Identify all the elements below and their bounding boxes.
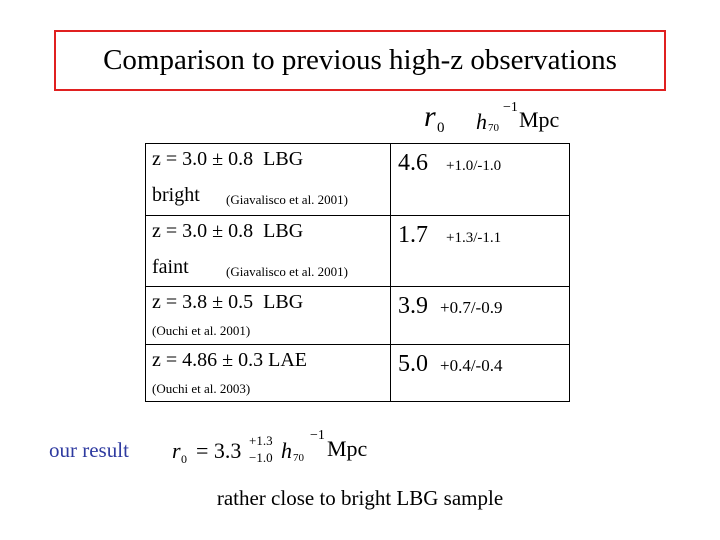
r0-value: 3.9 [398, 293, 428, 319]
cell-divider [390, 144, 391, 215]
reference: (Ouchi et al. 2001) [152, 323, 251, 338]
result-unit: Mpc [327, 436, 368, 461]
result-symbol-sub: 0 [181, 452, 187, 466]
table-row: z = 4.86 ± 0.3 LAE (Ouchi et al. 2003) 5.0… [146, 344, 569, 402]
result-lower: −1.0 [249, 450, 273, 465]
r0-error: +1.0/-1.0 [446, 158, 502, 174]
sample: z = 3.0 ± 0.8 LBG [152, 220, 304, 242]
r0-error: +1.3/-1.1 [446, 230, 502, 246]
r0-error: +0.4/-0.4 [440, 356, 503, 375]
table-row: z = 3.0 ± 0.8 LBG faint (Giavalisco et al.… [146, 215, 569, 287]
r0-value: 5.0 [398, 351, 428, 377]
title: Comparison to previous high-z observatio… [103, 44, 617, 76]
result-equals: = 3.3 [196, 438, 242, 463]
cell-divider [390, 287, 391, 345]
header-h-exp: −1 [503, 100, 518, 115]
result-h: h [281, 438, 292, 463]
conclusion: rather close to bright LBG sample [216, 486, 504, 510]
r0-value: 4.6 [398, 150, 428, 176]
reference: (Giavalisco et al. 2001) [226, 192, 349, 207]
reference: (Giavalisco et al. 2001) [226, 264, 349, 279]
header-unit: Mpc [519, 107, 560, 132]
result-upper: +1.3 [249, 433, 273, 448]
table-row: z = 3.0 ± 0.8 LBG bright (Giavalisco et al… [146, 144, 569, 215]
header-symbol-sub: 0 [437, 120, 445, 136]
table-row: z = 3.8 ± 0.5 LBG (Ouchi et al. 2001) 3.9 +… [146, 286, 569, 345]
result-symbol: r [172, 438, 181, 463]
title-box: Comparison to previous high-z observatio… [54, 30, 666, 91]
header-h-sub: 70 [488, 122, 499, 134]
sample: z = 4.86 ± 0.3 LAE [152, 349, 308, 371]
result-label: our result [49, 438, 129, 462]
table: z = 3.0 ± 0.8 LBG bright (Giavalisco et al… [145, 143, 570, 402]
subsample: faint [152, 256, 189, 278]
result-h-sub: 70 [293, 452, 304, 464]
sample: z = 3.0 ± 0.8 LBG [152, 148, 304, 170]
reference: (Ouchi et al. 2003) [152, 381, 251, 396]
r0-value: 1.7 [398, 222, 428, 248]
header-h: h [476, 109, 487, 134]
subsample: bright [152, 184, 200, 206]
result-h-exp: −1 [310, 428, 325, 443]
header-symbol: r [424, 100, 436, 133]
cell-divider [390, 216, 391, 287]
cell-divider [390, 345, 391, 402]
sample: z = 3.8 ± 0.5 LBG [152, 291, 304, 313]
r0-error: +0.7/-0.9 [440, 298, 503, 317]
